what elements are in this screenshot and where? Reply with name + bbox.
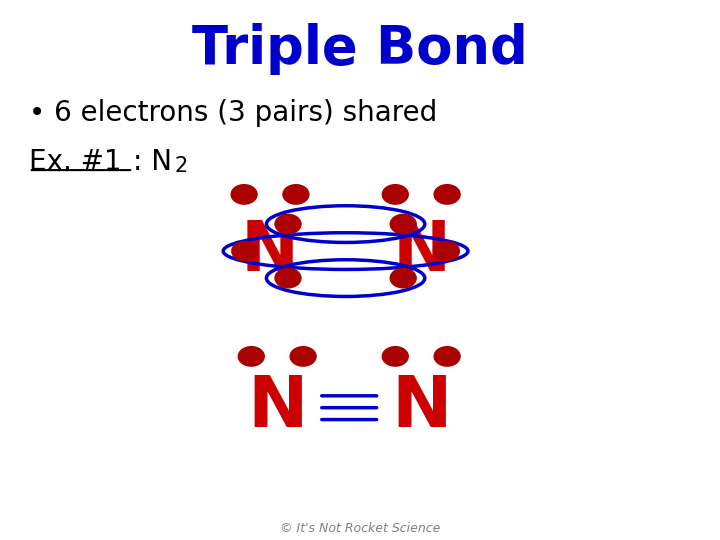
Text: 2: 2 bbox=[174, 156, 187, 177]
Text: • 6 electrons (3 pairs) shared: • 6 electrons (3 pairs) shared bbox=[29, 99, 437, 127]
Text: N: N bbox=[247, 373, 307, 442]
Circle shape bbox=[290, 347, 316, 366]
Circle shape bbox=[275, 214, 301, 234]
Circle shape bbox=[232, 241, 258, 261]
Circle shape bbox=[238, 347, 264, 366]
Circle shape bbox=[382, 347, 408, 366]
Circle shape bbox=[231, 185, 257, 204]
Text: N: N bbox=[241, 218, 299, 285]
Circle shape bbox=[434, 185, 460, 204]
Circle shape bbox=[390, 268, 416, 288]
Circle shape bbox=[382, 185, 408, 204]
Text: : N: : N bbox=[133, 148, 172, 176]
Circle shape bbox=[434, 347, 460, 366]
Circle shape bbox=[390, 214, 416, 234]
Circle shape bbox=[275, 268, 301, 288]
Text: Triple Bond: Triple Bond bbox=[192, 23, 528, 75]
Text: Ex. #1: Ex. #1 bbox=[29, 148, 122, 176]
Circle shape bbox=[283, 185, 309, 204]
Text: N: N bbox=[392, 218, 450, 285]
Circle shape bbox=[433, 241, 459, 261]
Text: © It's Not Rocket Science: © It's Not Rocket Science bbox=[280, 522, 440, 535]
Text: N: N bbox=[391, 373, 451, 442]
